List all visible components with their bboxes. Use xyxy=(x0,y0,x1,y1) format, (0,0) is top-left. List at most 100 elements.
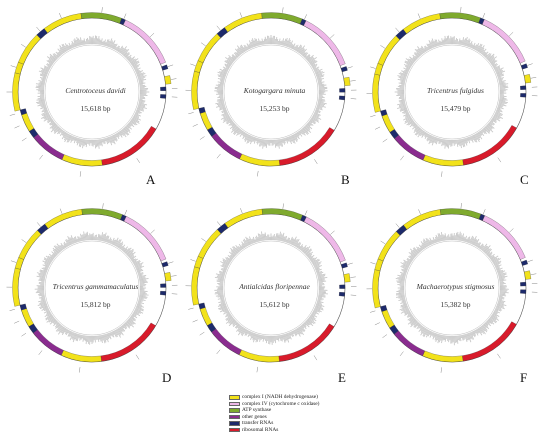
gc-tick xyxy=(433,137,437,143)
gc-tick xyxy=(415,128,422,136)
gene-block xyxy=(402,13,441,34)
gc-tick xyxy=(260,231,264,241)
gene-label-tick xyxy=(330,34,335,39)
gc-tick xyxy=(403,70,409,73)
gene-block xyxy=(18,230,42,260)
gc-tick xyxy=(225,313,231,318)
gc-tick xyxy=(125,55,129,59)
gc-tick xyxy=(217,303,226,307)
gene-label-tick xyxy=(482,209,486,215)
gc-tick xyxy=(126,320,135,328)
gc-tick xyxy=(318,291,327,294)
gc-tick xyxy=(420,327,425,333)
gc-tick xyxy=(302,128,309,135)
gc-tick xyxy=(412,124,418,130)
gc-tick xyxy=(237,327,244,336)
gc-tick xyxy=(221,70,227,74)
gc-tick xyxy=(465,40,469,47)
gc-tick xyxy=(286,137,289,142)
gc-tick xyxy=(254,239,257,243)
gc-tick xyxy=(138,276,146,279)
gc-tick xyxy=(313,309,318,313)
gc-tick xyxy=(444,35,447,45)
gene-label-tick xyxy=(188,307,194,310)
gc-tick xyxy=(314,111,319,114)
gc-tick xyxy=(498,275,508,279)
circular-map-d xyxy=(6,203,178,373)
gene-label-tick xyxy=(257,170,259,177)
gc-tick xyxy=(139,279,147,282)
gc-tick xyxy=(315,268,320,271)
gene-label-tick xyxy=(38,350,43,355)
gc-tick xyxy=(497,272,504,275)
gc-tick xyxy=(238,129,243,136)
gc-tick xyxy=(495,69,503,73)
legend-item: other genes xyxy=(229,414,389,421)
gc-tick xyxy=(52,55,58,60)
gc-tick xyxy=(136,265,145,270)
gc-tick xyxy=(412,249,419,255)
gc-tick xyxy=(238,326,244,333)
gc-tick xyxy=(117,242,122,248)
gc-tick xyxy=(95,35,98,45)
gc-tick xyxy=(308,255,312,259)
gc-tick xyxy=(293,45,298,51)
gene-label-tick xyxy=(418,209,421,215)
gene-label-tick xyxy=(216,25,221,31)
gc-tick xyxy=(424,132,428,138)
gc-tick xyxy=(310,257,318,262)
gc-tick xyxy=(67,330,72,337)
gc-tick xyxy=(277,335,280,342)
gc-tick xyxy=(301,244,307,252)
gc-tick xyxy=(410,121,415,125)
gc-tick xyxy=(301,128,306,134)
gc-tick xyxy=(460,235,463,241)
gene-label-tick xyxy=(350,276,356,278)
gc-tick xyxy=(397,105,407,109)
gc-tick xyxy=(405,58,414,65)
gc-tick xyxy=(499,82,506,85)
gc-tick xyxy=(421,244,425,249)
gene-block xyxy=(374,258,384,272)
gene-label-tick xyxy=(135,354,140,360)
gc-tick xyxy=(315,109,321,113)
gc-tick xyxy=(443,139,446,146)
gc-tick xyxy=(416,52,421,57)
gene-block xyxy=(339,88,346,93)
gc-tick xyxy=(304,321,310,326)
gc-tick xyxy=(53,252,58,256)
gc-tick xyxy=(496,70,504,74)
gc-tick xyxy=(455,38,457,45)
gc-tick xyxy=(433,41,437,47)
gene-block xyxy=(520,85,527,90)
gc-tick xyxy=(435,39,439,47)
gc-tick xyxy=(219,107,226,111)
gc-tick xyxy=(39,292,45,294)
gc-tick xyxy=(483,127,490,134)
gc-tick xyxy=(244,133,249,141)
gc-tick xyxy=(222,112,229,117)
gc-tick xyxy=(262,40,265,45)
gc-tick xyxy=(499,292,506,295)
gc-tick xyxy=(496,109,503,113)
gc-tick xyxy=(289,136,293,142)
gc-tick xyxy=(97,36,100,45)
gc-tick xyxy=(129,120,136,126)
gc-tick xyxy=(43,267,48,270)
gc-tick xyxy=(302,247,307,252)
gene-label-tick xyxy=(123,13,127,19)
gc-tick xyxy=(245,330,250,336)
gc-tick xyxy=(496,110,501,113)
gc-tick xyxy=(223,267,227,270)
gc-tick xyxy=(70,331,73,337)
gc-tick xyxy=(309,257,314,261)
gc-tick xyxy=(216,99,224,102)
gc-tick xyxy=(110,41,114,48)
gc-tick xyxy=(398,76,406,80)
gc-tick xyxy=(315,304,322,308)
gc-tick xyxy=(498,77,505,80)
gc-tick xyxy=(259,233,262,242)
gc-tick xyxy=(98,139,101,146)
gc-tick xyxy=(430,41,434,48)
gc-tick xyxy=(458,335,461,341)
